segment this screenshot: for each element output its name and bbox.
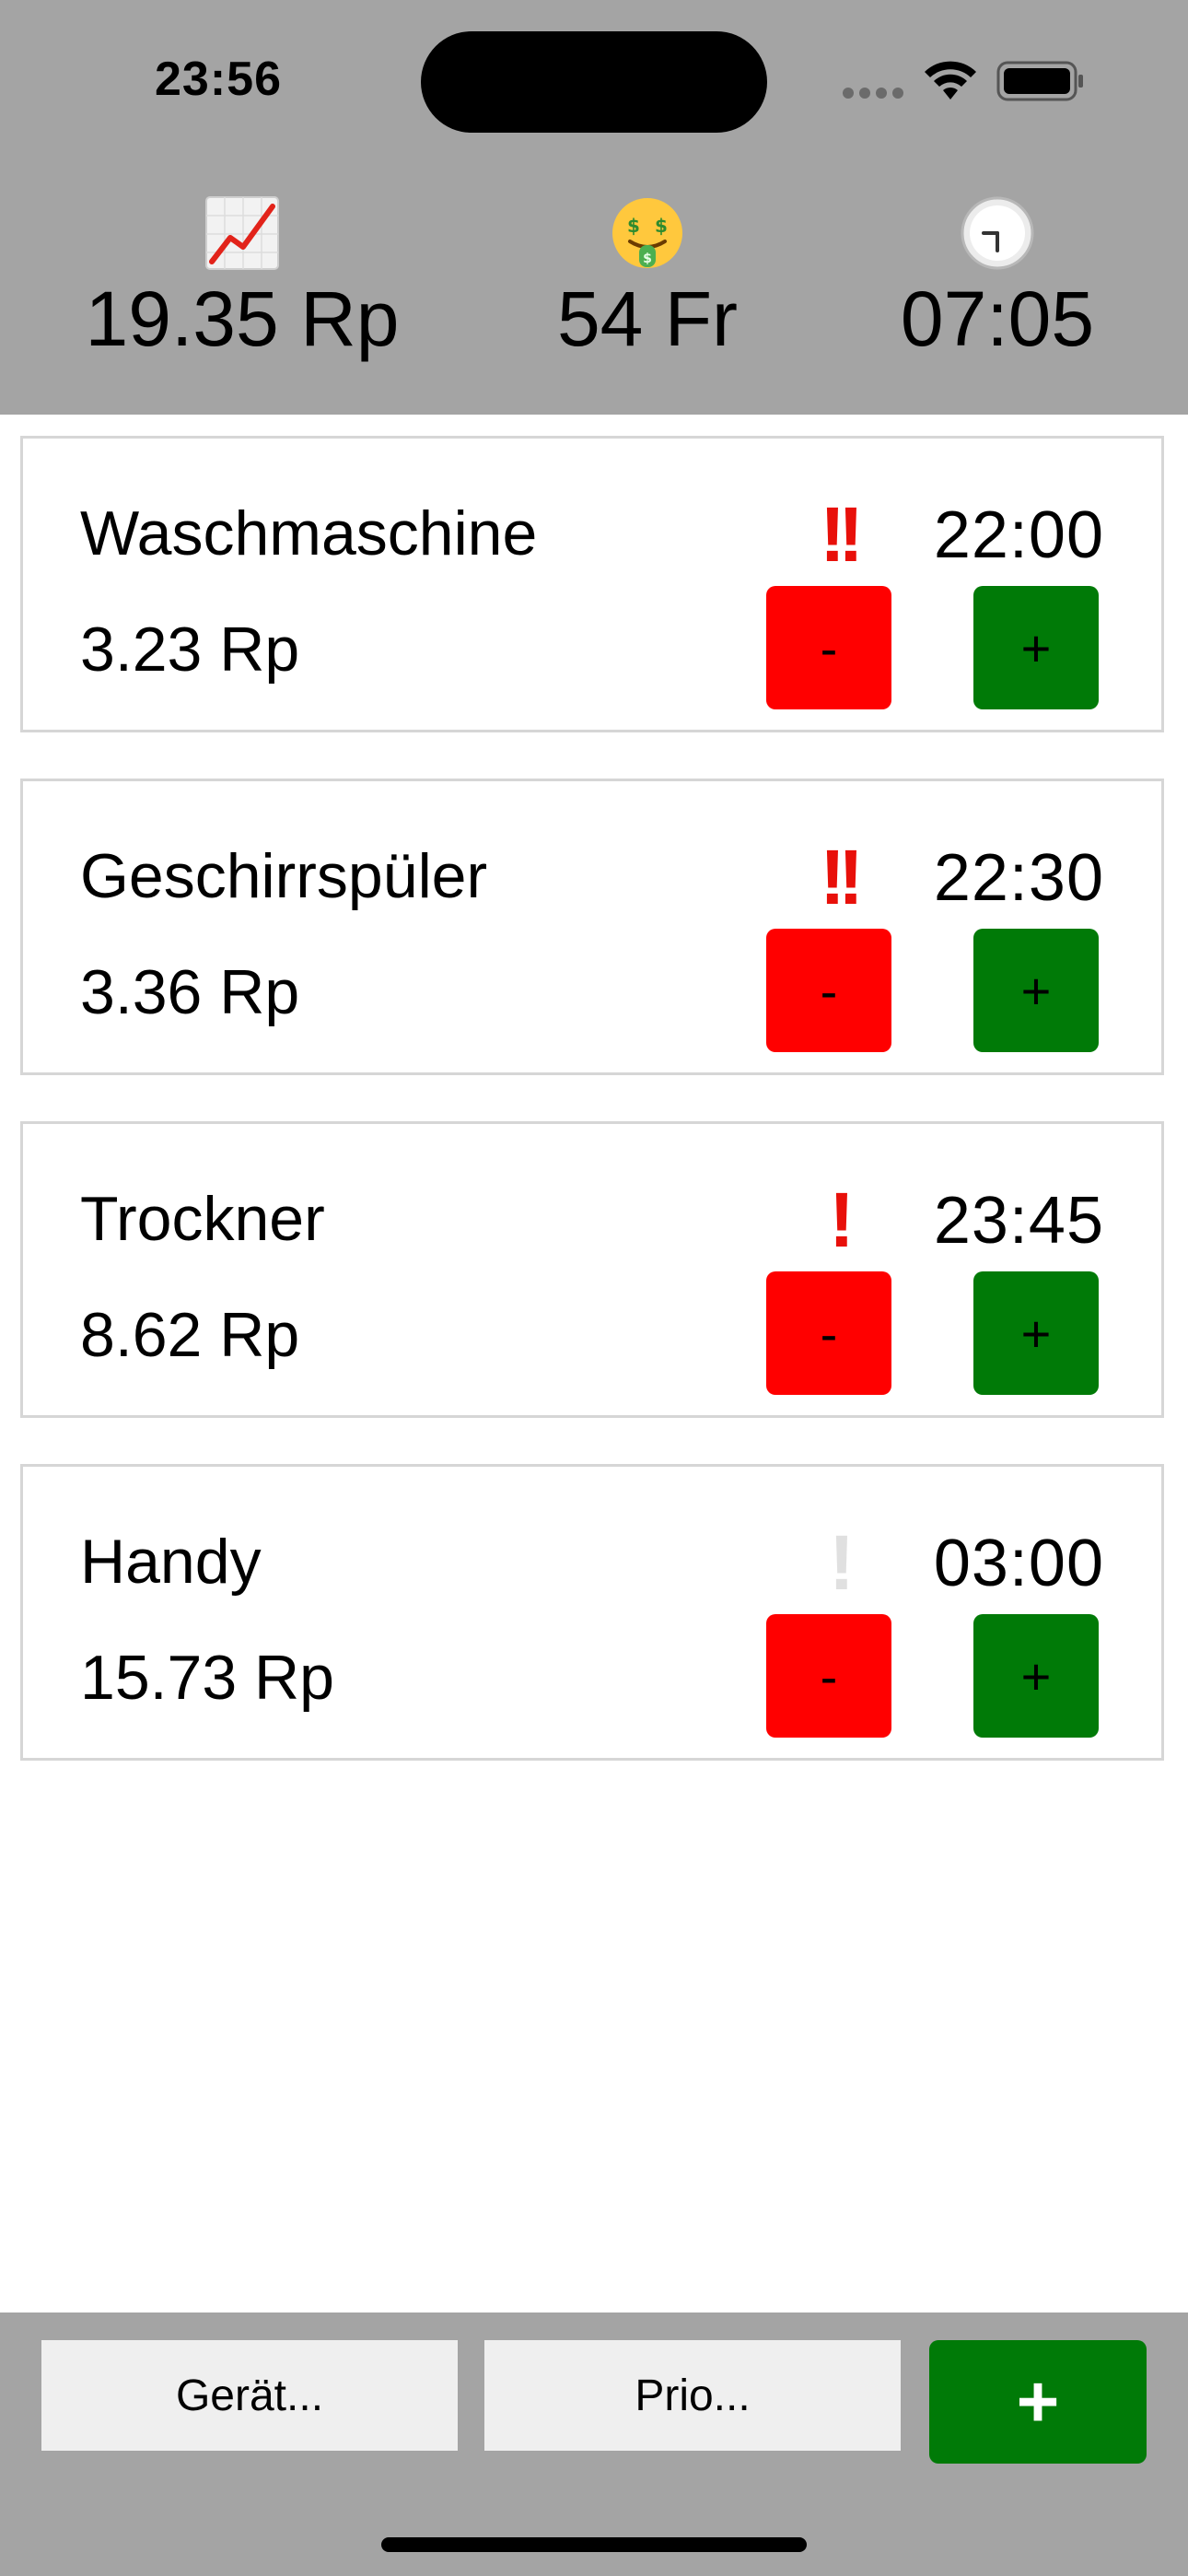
decrease-time-button[interactable]: - [766,1614,891,1738]
priority-indicator: !! [820,834,864,920]
device-time: 22:00 [933,498,1104,572]
device-time: 03:00 [933,1527,1104,1600]
device-time: 23:45 [933,1184,1104,1258]
device-name: Handy [80,1527,262,1597]
device-price: 8.62 Rp [80,1300,300,1370]
priority-indicator: ! [829,1177,855,1263]
device-card[interactable]: Handy 15.73 Rp ! 03:00 - + [20,1464,1164,1761]
increase-time-button[interactable]: + [973,586,1099,709]
priority-indicator: ! [829,1519,855,1606]
device-price: 3.36 Rp [80,957,300,1027]
device-name: Waschmaschine [80,498,538,568]
svg-text:$: $ [627,215,640,237]
cellular-signal-icon [843,87,909,103]
header: 23:56 19.35 Rp [0,0,1188,415]
chart-increasing-icon [205,196,279,270]
money-mouth-face-icon: $ $ $ [612,198,682,268]
increase-time-button[interactable]: + [973,1614,1099,1738]
device-name: Geschirrspüler [80,841,488,911]
bottom-toolbar: Gerät... Prio... + [0,2313,1188,2576]
decrease-time-button[interactable]: - [766,1271,891,1395]
clock-stat: 07:05 [799,193,1188,364]
home-indicator[interactable] [381,2537,807,2552]
clock-value: 07:05 [900,275,1095,362]
device-card[interactable]: Waschmaschine 3.23 Rp !! 22:00 - + [20,436,1164,732]
savings-stat: $ $ $ 54 Fr [449,193,845,364]
decrease-time-button[interactable]: - [766,929,891,1052]
wifi-icon [925,61,976,100]
device-price: 3.23 Rp [80,615,300,685]
decrease-time-button[interactable]: - [766,586,891,709]
svg-text:$: $ [655,215,668,237]
status-bar-time: 23:56 [155,53,282,106]
savings-value: 54 Fr [556,275,739,362]
add-device-button[interactable]: + [929,2340,1147,2464]
dynamic-island [421,31,767,133]
device-time: 22:30 [933,841,1104,915]
svg-text:$: $ [643,252,652,266]
increase-time-button[interactable]: + [973,1271,1099,1395]
clock-icon [961,196,1034,270]
battery-icon [996,61,1083,101]
device-card[interactable]: Geschirrspüler 3.36 Rp !! 22:30 - + [20,779,1164,1075]
device-select-button[interactable]: Gerät... [41,2340,458,2451]
current-price-value: 19.35 Rp [85,275,400,362]
increase-time-button[interactable]: + [973,929,1099,1052]
device-price: 15.73 Rp [80,1643,334,1713]
priority-select-button[interactable]: Prio... [484,2340,901,2451]
device-name: Trockner [80,1184,325,1254]
current-price-stat: 19.35 Rp [44,193,440,364]
priority-indicator: !! [820,491,864,578]
device-card[interactable]: Trockner 8.62 Rp ! 23:45 - + [20,1121,1164,1418]
